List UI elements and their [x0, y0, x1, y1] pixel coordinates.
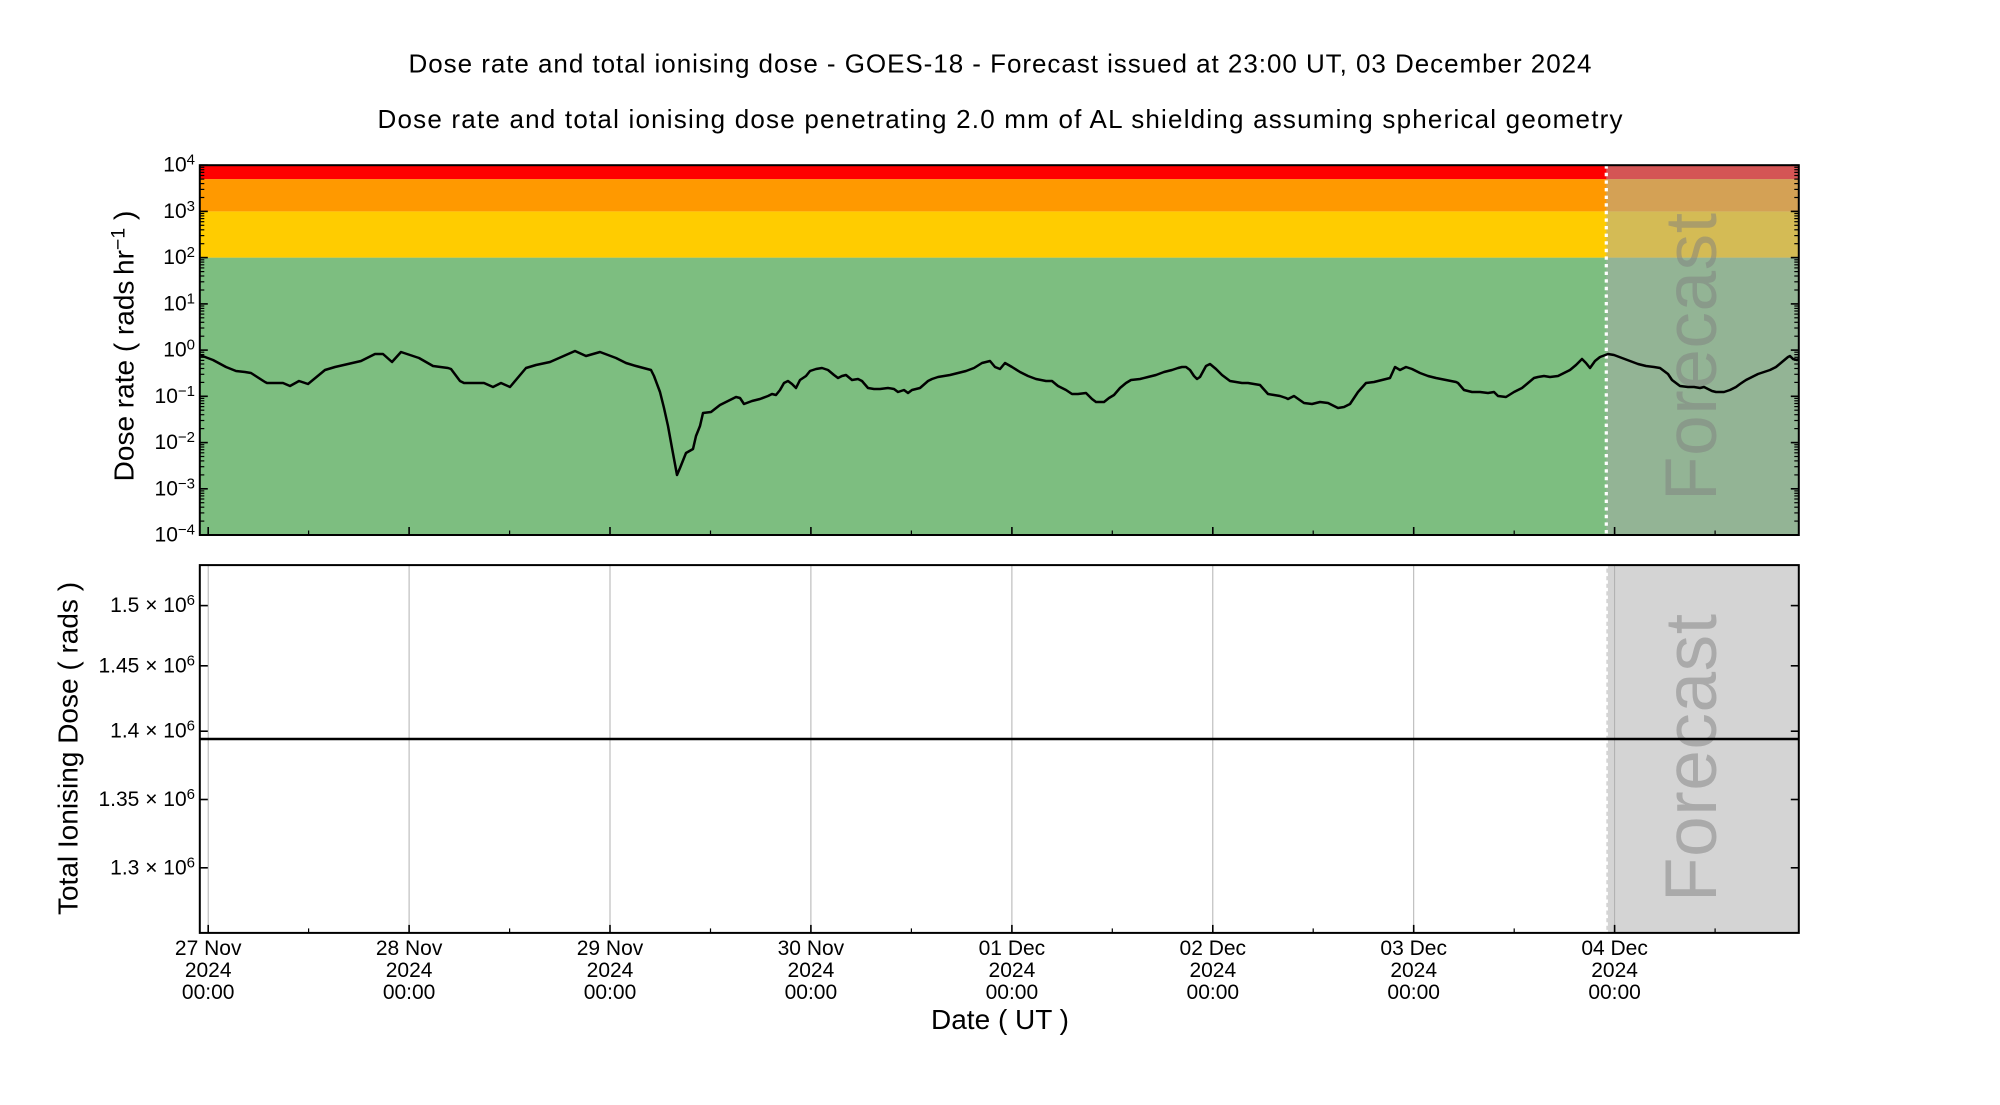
svg-text:2024: 2024 [1591, 959, 1638, 982]
svg-text:00:00: 00:00 [1588, 981, 1641, 1004]
svg-text:Dose rate ( rads hr−1 ): Dose rate ( rads hr−1 ) [108, 211, 140, 482]
svg-text:2024: 2024 [1390, 959, 1437, 982]
svg-text:2024: 2024 [587, 959, 634, 982]
svg-text:Date ( UT ): Date ( UT ) [931, 1004, 1069, 1035]
svg-text:01 Dec: 01 Dec [979, 937, 1046, 960]
svg-text:00:00: 00:00 [182, 981, 235, 1004]
svg-text:Total Ionising Dose ( rads ): Total Ionising Dose ( rads ) [53, 582, 84, 915]
svg-text:00:00: 00:00 [1187, 981, 1240, 1004]
svg-text:1.45 × 106: 1.45 × 106 [98, 652, 195, 677]
svg-text:1.35 × 106: 1.35 × 106 [98, 786, 195, 811]
svg-text:27 Nov: 27 Nov [175, 937, 242, 960]
svg-text:2024: 2024 [1189, 959, 1236, 982]
svg-text:Dose rate and total ionising d: Dose rate and total ionising dose - GOES… [409, 49, 1592, 79]
svg-text:00:00: 00:00 [986, 981, 1039, 1004]
svg-text:00:00: 00:00 [584, 981, 637, 1004]
svg-text:02 Dec: 02 Dec [1180, 937, 1247, 960]
svg-text:Dose rate and total ionising d: Dose rate and total ionising dose penetr… [378, 104, 1623, 134]
svg-text:1.5 × 106: 1.5 × 106 [110, 592, 195, 617]
svg-text:101: 101 [163, 290, 195, 315]
svg-text:00:00: 00:00 [1387, 981, 1440, 1004]
svg-text:Forecast: Forecast [1651, 213, 1732, 501]
svg-text:2024: 2024 [185, 959, 232, 982]
svg-text:00:00: 00:00 [383, 981, 436, 1004]
svg-text:30 Nov: 30 Nov [778, 937, 845, 960]
svg-text:03 Dec: 03 Dec [1380, 937, 1447, 960]
svg-text:2024: 2024 [788, 959, 835, 982]
svg-text:28 Nov: 28 Nov [376, 937, 443, 960]
svg-text:1.4 × 106: 1.4 × 106 [110, 718, 195, 743]
svg-text:Forecast: Forecast [1651, 614, 1732, 902]
svg-text:29 Nov: 29 Nov [577, 937, 644, 960]
svg-text:2024: 2024 [386, 959, 433, 982]
svg-text:00:00: 00:00 [785, 981, 838, 1004]
svg-text:04 Dec: 04 Dec [1581, 937, 1648, 960]
svg-text:2024: 2024 [989, 959, 1036, 982]
svg-text:1.3 × 106: 1.3 × 106 [110, 854, 195, 879]
